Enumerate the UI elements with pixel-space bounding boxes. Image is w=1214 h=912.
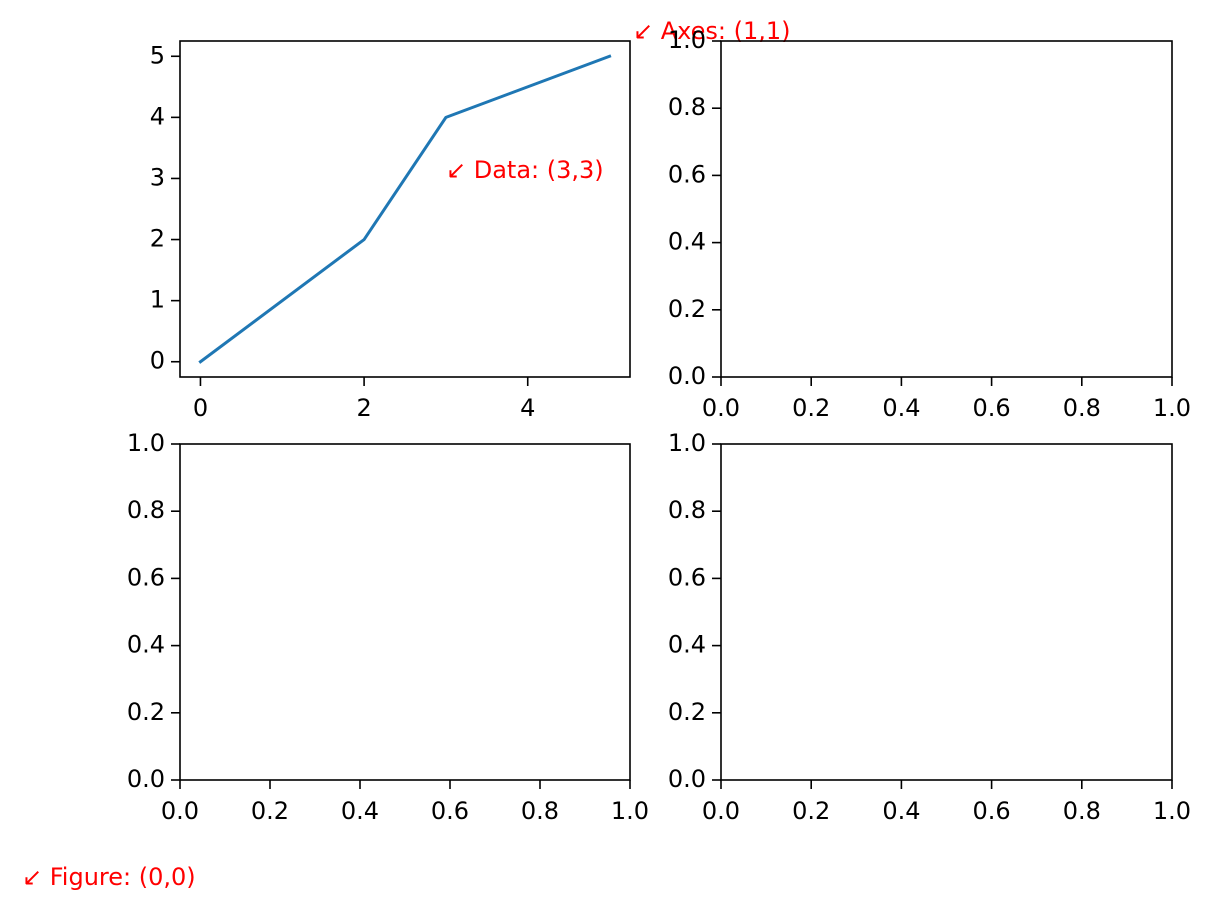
x-tick-label: 0.4 [882, 797, 920, 825]
y-tick-label: 0.6 [127, 563, 165, 591]
x-tick-label: 4 [520, 394, 535, 422]
y-tick-label: 0.4 [127, 631, 165, 659]
axes-frame [179, 443, 631, 781]
y-tick-label: 3 [150, 163, 165, 191]
y-tick-label: 2 [150, 225, 165, 253]
y-tick-label: 4 [150, 102, 165, 130]
y-tick-label: 0.2 [668, 295, 706, 323]
x-tick-label: 0.0 [702, 394, 740, 422]
y-tick-label: 0.4 [668, 631, 706, 659]
y-tick-label: 0.2 [127, 698, 165, 726]
y-tick-label: 0.4 [668, 228, 706, 256]
x-tick-label: 0.8 [1063, 394, 1101, 422]
x-tick-label: 0.6 [973, 394, 1011, 422]
x-tick-label: 0.0 [702, 797, 740, 825]
y-tick-label: 0.0 [668, 765, 706, 793]
y-tick-label: 0.0 [127, 765, 165, 793]
y-tick-label: 0.8 [668, 496, 706, 524]
annotation: ↙ Data: (3,3) [446, 156, 604, 184]
x-tick-label: 0.6 [973, 797, 1011, 825]
y-tick-label: 0.8 [668, 93, 706, 121]
x-tick-label: 0.4 [882, 394, 920, 422]
x-tick-label: 0.2 [792, 797, 830, 825]
x-tick-label: 0.4 [341, 797, 379, 825]
x-tick-label: 0.8 [521, 797, 559, 825]
x-tick-label: 1.0 [611, 797, 649, 825]
y-tick-label: 0.6 [668, 160, 706, 188]
x-tick-label: 1.0 [1153, 394, 1191, 422]
axes-frame [720, 40, 1173, 378]
x-tick-label: 2 [356, 394, 371, 422]
y-tick-label: 0.0 [668, 362, 706, 390]
x-tick-label: 0 [193, 394, 208, 422]
y-tick-label: 0.6 [668, 563, 706, 591]
y-tick-label: 1 [150, 286, 165, 314]
x-tick-label: 0.6 [431, 797, 469, 825]
y-tick-label: 0.8 [127, 496, 165, 524]
x-tick-label: 1.0 [1153, 797, 1191, 825]
x-tick-label: 0.0 [161, 797, 199, 825]
x-tick-label: 0.2 [251, 797, 289, 825]
y-tick-label: 0 [150, 347, 165, 375]
y-tick-label: 5 [150, 41, 165, 69]
y-tick-label: 1.0 [668, 429, 706, 457]
y-tick-label: 1.0 [668, 26, 706, 54]
y-tick-label: 0.2 [668, 698, 706, 726]
data-line [198, 54, 612, 364]
x-tick-label: 0.2 [792, 394, 830, 422]
figure-annotation: ↙ Figure: (0,0) [22, 863, 196, 891]
y-tick-label: 1.0 [127, 429, 165, 457]
axes-frame [179, 40, 631, 378]
x-tick-label: 0.8 [1063, 797, 1101, 825]
axes-frame [720, 443, 1173, 781]
